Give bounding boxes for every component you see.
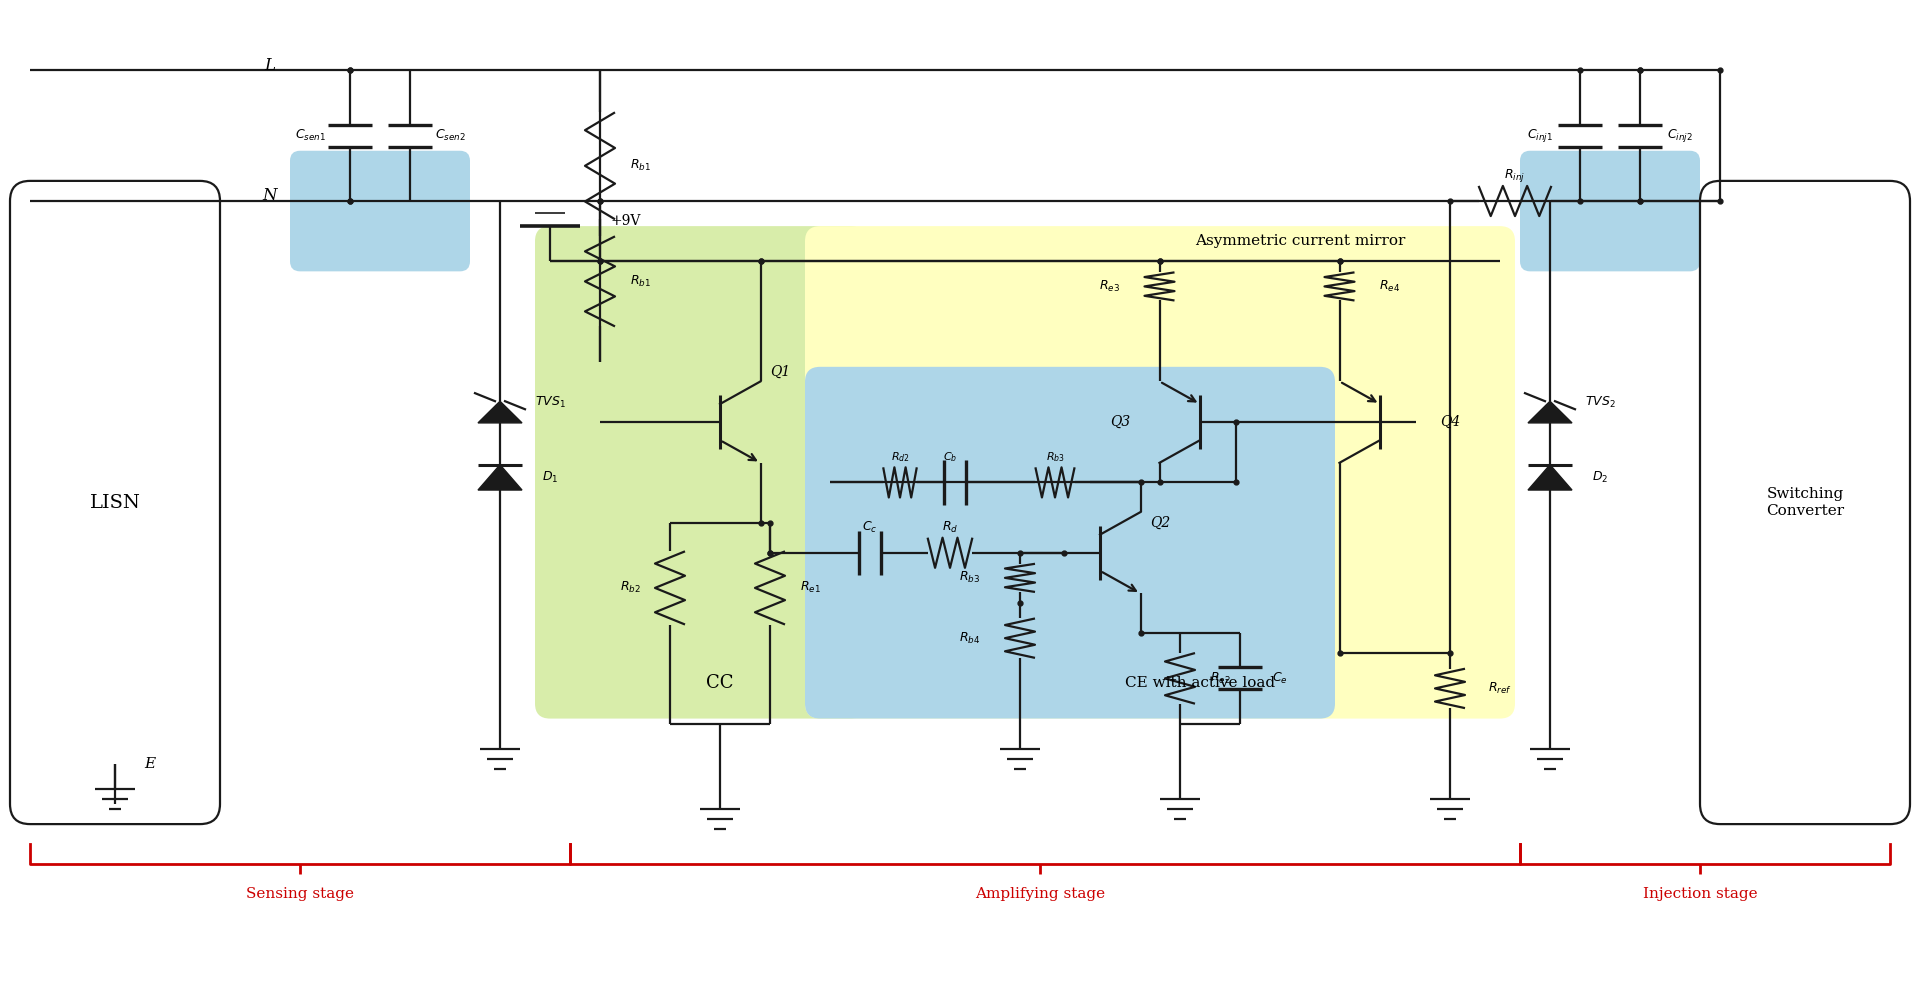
Text: CC: CC — [707, 674, 733, 692]
FancyBboxPatch shape — [1699, 181, 1910, 824]
Text: $R_d$: $R_d$ — [943, 520, 958, 536]
FancyBboxPatch shape — [804, 367, 1334, 719]
Polygon shape — [1528, 464, 1572, 490]
Text: CE with active load: CE with active load — [1125, 676, 1275, 690]
Text: $R_{b1}$: $R_{b1}$ — [630, 273, 651, 289]
Text: Injection stage: Injection stage — [1644, 887, 1757, 901]
Text: +9V: +9V — [611, 214, 641, 228]
Text: $R_{d2}$: $R_{d2}$ — [891, 450, 910, 464]
Text: $C_{sen2}$: $C_{sen2}$ — [434, 128, 465, 144]
Text: L: L — [265, 57, 275, 73]
Text: $C_c$: $C_c$ — [862, 520, 877, 536]
Text: Amplifying stage: Amplifying stage — [975, 887, 1106, 901]
Text: $R_{b3}$: $R_{b3}$ — [960, 570, 981, 586]
Text: $D_2$: $D_2$ — [1592, 469, 1609, 485]
Text: $C_e$: $C_e$ — [1273, 670, 1288, 686]
Text: E: E — [144, 757, 156, 771]
Text: $TVS_1$: $TVS_1$ — [534, 394, 564, 410]
FancyBboxPatch shape — [10, 181, 221, 824]
FancyBboxPatch shape — [1521, 151, 1699, 271]
Text: Q2: Q2 — [1150, 516, 1169, 530]
Text: N: N — [263, 188, 276, 204]
Text: $C_{inj2}$: $C_{inj2}$ — [1667, 128, 1693, 144]
Text: $R_{b1}$: $R_{b1}$ — [630, 158, 651, 174]
Text: $C_{sen1}$: $C_{sen1}$ — [294, 128, 326, 144]
Text: $R_{e1}$: $R_{e1}$ — [799, 580, 820, 596]
Text: $D_1$: $D_1$ — [541, 469, 559, 485]
Polygon shape — [1528, 401, 1572, 423]
Text: $R_{e4}$: $R_{e4}$ — [1379, 278, 1400, 294]
FancyBboxPatch shape — [290, 151, 470, 271]
Text: LISN: LISN — [90, 493, 140, 512]
Text: $R_{e2}$: $R_{e2}$ — [1210, 670, 1231, 686]
Text: $TVS_2$: $TVS_2$ — [1584, 394, 1615, 410]
Text: $R_{b3}$: $R_{b3}$ — [1046, 450, 1064, 464]
Text: $C_{inj1}$: $C_{inj1}$ — [1526, 128, 1553, 144]
Text: $R_{inj}$: $R_{inj}$ — [1505, 168, 1526, 184]
Text: Q1: Q1 — [770, 365, 791, 379]
Text: Switching
Converter: Switching Converter — [1766, 487, 1843, 518]
FancyBboxPatch shape — [804, 226, 1515, 719]
Polygon shape — [478, 401, 522, 423]
Text: $R_{b4}$: $R_{b4}$ — [960, 630, 981, 646]
Text: $R_{b2}$: $R_{b2}$ — [620, 580, 641, 596]
Text: $R_{e3}$: $R_{e3}$ — [1098, 278, 1119, 294]
FancyBboxPatch shape — [536, 226, 866, 719]
Text: Q4: Q4 — [1440, 415, 1459, 429]
Text: Q3: Q3 — [1110, 415, 1131, 429]
Text: Asymmetric current mirror: Asymmetric current mirror — [1194, 234, 1405, 248]
Polygon shape — [478, 464, 522, 490]
Text: $C_b$: $C_b$ — [943, 450, 958, 464]
Text: Sensing stage: Sensing stage — [246, 887, 353, 901]
Text: $R_{ref}$: $R_{ref}$ — [1488, 680, 1511, 696]
